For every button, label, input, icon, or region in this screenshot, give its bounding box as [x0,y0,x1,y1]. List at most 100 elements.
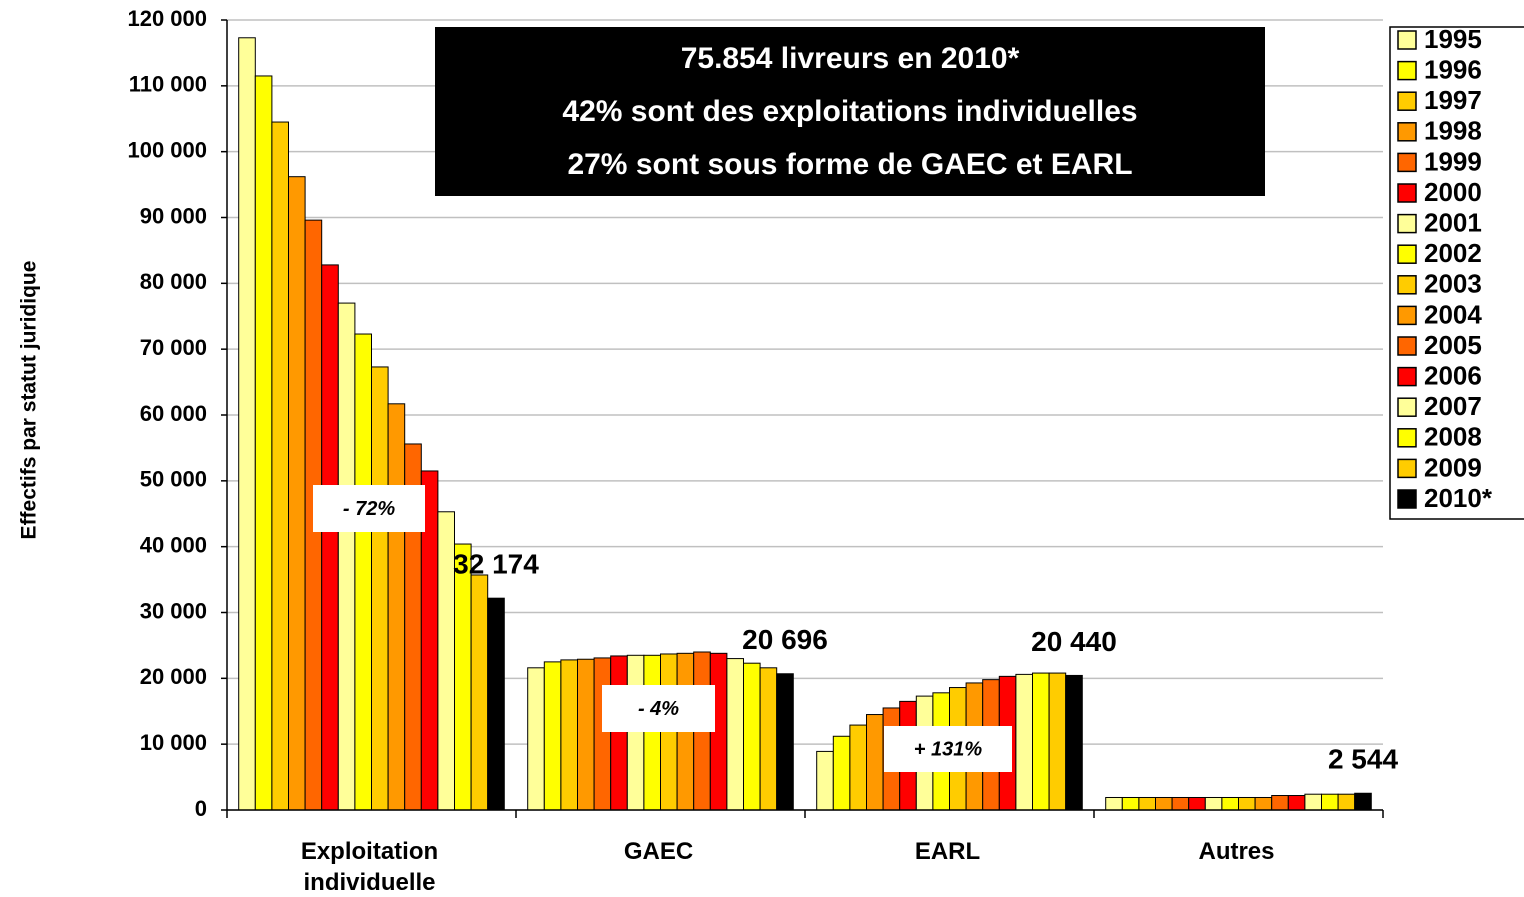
bar [776,673,794,811]
bar [1155,796,1173,811]
legend-label: 2010* [1424,483,1493,513]
annotation: - 4% [638,698,679,720]
bar [1138,796,1157,811]
bar [271,121,289,811]
x-tick-label: Autres [1198,838,1275,865]
bar [743,662,761,811]
annotation-box [313,485,425,532]
text-box-line: 75.854 livreurs en 2010* [681,42,1020,75]
text-box-line: 27% sont sous forme de GAEC et EARL [567,148,1132,181]
bar [560,659,579,811]
bar [1204,796,1223,811]
bar [1015,673,1034,811]
bar [643,654,662,811]
bar [238,37,256,811]
y-tick-label: 90 000 [140,203,207,228]
bar [1171,796,1190,811]
text-box-line: 42% sont des exploitations individuelles [562,95,1137,128]
legend-swatch [1397,213,1417,234]
bar [1354,792,1372,811]
y-tick-label: 50 000 [140,467,207,492]
bar [1254,796,1273,811]
legend-label: 2003 [1424,269,1482,299]
bar [832,735,851,811]
y-tick-label: 120 000 [127,6,207,31]
bar [527,667,545,811]
legend-swatch [1397,336,1417,356]
bar [759,667,778,811]
y-tick-label: 70 000 [140,335,207,360]
y-tick-label: 110 000 [129,72,207,97]
legend-label: 1999 [1424,146,1482,176]
bar [816,750,834,811]
y-axis-title: Effectifs par statut juridique [18,261,41,540]
legend-swatch [1397,122,1417,142]
bar [1065,674,1083,811]
y-tick-label: 80 000 [140,269,207,294]
legend-label: 2006 [1424,360,1482,390]
bar [1121,796,1140,811]
bar [288,176,306,811]
bar [1188,796,1206,811]
legend-label: 1996 [1424,54,1482,84]
x-tick-label: GAEC [623,838,694,865]
bar [1337,793,1356,811]
annotation: - 72% [343,498,395,520]
bar [1238,796,1256,811]
y-tick-label: 40 000 [140,532,207,557]
bar [1321,793,1339,811]
y-tick-label: 0 [195,796,207,821]
legend-label: 2008 [1424,422,1482,452]
bar [1304,793,1323,811]
legend-swatch [1397,91,1417,111]
legend-swatch [1397,366,1417,387]
value-label: 20 696 [742,624,828,655]
bar [1105,796,1123,811]
legend-swatch [1397,30,1417,50]
legend-swatch [1397,305,1417,326]
legend-label: 2002 [1424,238,1482,268]
bar [626,654,645,811]
legend-label: 2000 [1424,177,1482,207]
bar [487,597,505,811]
legend-swatch [1397,60,1417,81]
legend-box [1389,26,1524,520]
legend-swatch [1397,152,1417,173]
bar [1048,672,1067,811]
bar [543,661,562,811]
y-tick-label: 60 000 [140,401,207,426]
bar [849,724,868,811]
bar [726,658,745,811]
bar [254,75,273,811]
bar [1032,672,1050,811]
y-tick-label: 10 000 [140,730,207,755]
bar [1287,795,1306,811]
bar [437,511,455,811]
text-box [435,27,1265,196]
bar [577,658,595,811]
bar [321,264,339,811]
bar [866,714,884,811]
bar [337,302,356,811]
legend-swatch [1397,275,1417,295]
legend-swatch [1397,489,1417,509]
value-label: 2 544 [1328,744,1398,775]
y-tick-label: 30 000 [140,598,207,623]
legend-swatch [1397,458,1417,479]
annotation-box [884,726,1012,772]
legend-label: 2005 [1424,330,1482,360]
y-tick-label: 20 000 [140,664,207,689]
bar [470,574,489,811]
legend-swatch [1397,397,1417,417]
bar [1271,795,1289,811]
bar [454,543,472,811]
y-tick-label: 100 000 [127,137,207,162]
bar [610,655,628,811]
legend-label: 2004 [1424,299,1482,329]
legend-label: 2007 [1424,391,1482,421]
annotation-box [602,685,715,732]
legend-label: 1998 [1424,116,1482,146]
legend-swatch [1397,183,1417,203]
